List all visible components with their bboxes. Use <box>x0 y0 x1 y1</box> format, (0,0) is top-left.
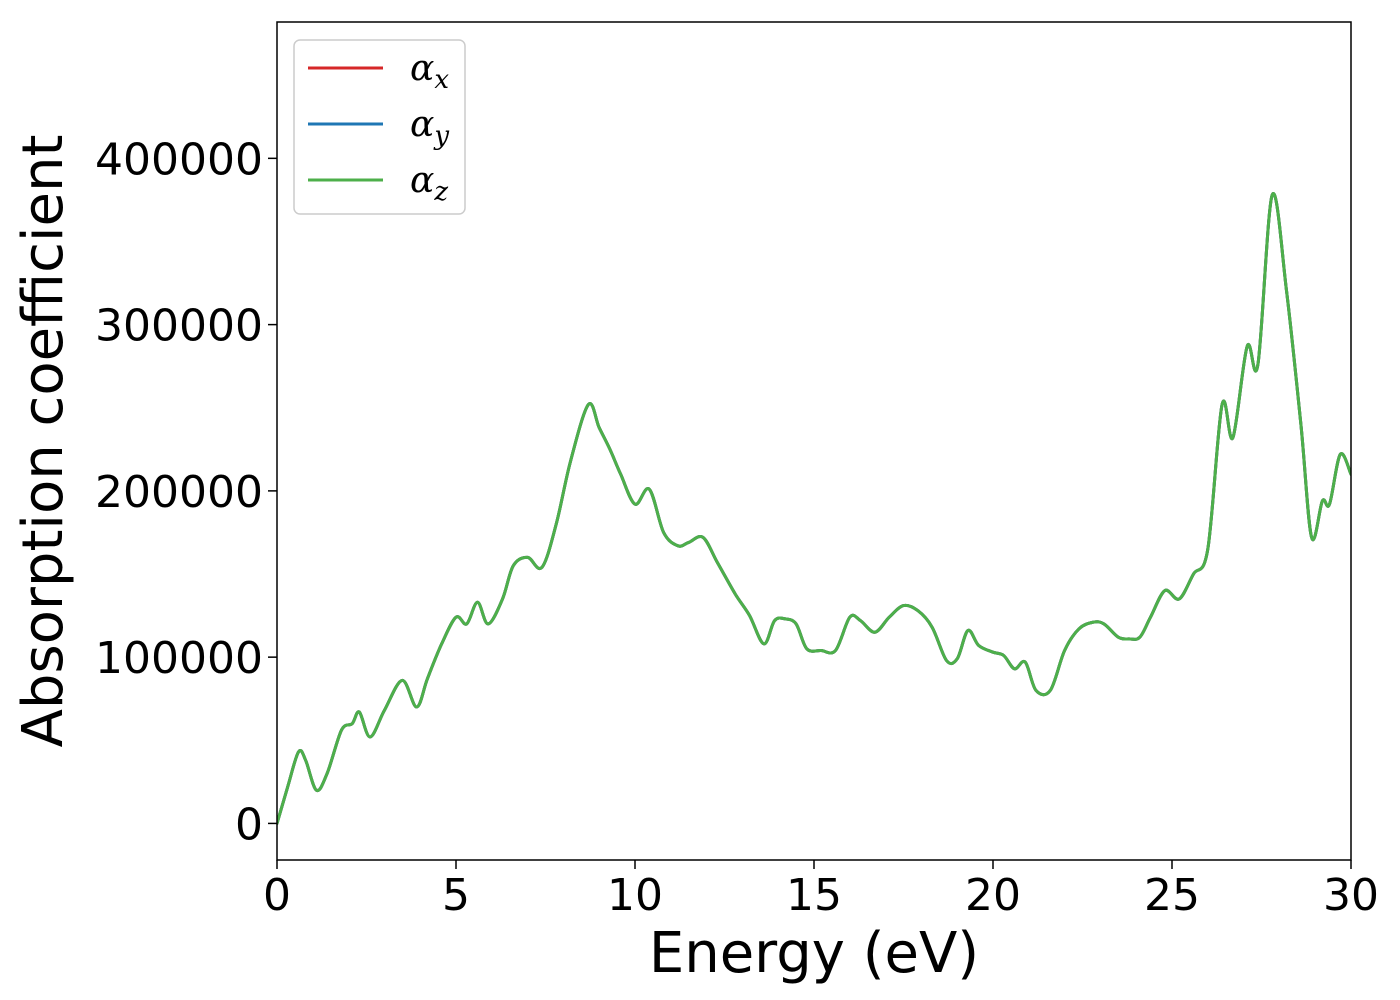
x-tick-label: 10 <box>607 870 663 921</box>
y-tick-label: 200000 <box>95 467 263 518</box>
x-axis-title: Energy (eV) <box>649 921 979 986</box>
y-axis-title: Absorption coefficient <box>11 135 76 748</box>
series-line-2 <box>277 192 1351 825</box>
legend-label-main: α <box>410 160 434 201</box>
legend-box <box>293 39 466 215</box>
y-tick-label: 100000 <box>95 633 263 684</box>
legend-label-sub: y <box>433 121 449 151</box>
y-axis-ticks: 0 100000 200000 300000 400000 <box>95 134 277 850</box>
legend-label-2: αz <box>410 160 448 207</box>
x-tick-label: 15 <box>786 870 842 921</box>
x-tick-label: 0 <box>263 870 291 921</box>
x-tick-label: 30 <box>1323 870 1379 921</box>
legend-label-main: α <box>410 104 434 145</box>
y-tick-label: 0 <box>235 799 263 850</box>
legend-label-sub: x <box>434 65 449 95</box>
legend-label-sub: z <box>433 177 448 207</box>
x-tick-label: 5 <box>442 870 470 921</box>
x-axis-ticks: 0 5 10 15 20 25 30 <box>263 860 1379 921</box>
x-tick-label: 20 <box>965 870 1021 921</box>
x-tick-label: 25 <box>1144 870 1200 921</box>
legend-label-0: αx <box>410 48 449 95</box>
y-tick-label: 300000 <box>95 301 263 352</box>
plot-area <box>276 21 1352 861</box>
legend-label-main: α <box>410 48 434 89</box>
legend-label-1: αy <box>410 104 449 151</box>
series-layer <box>277 192 1351 825</box>
y-tick-label: 400000 <box>95 134 263 185</box>
